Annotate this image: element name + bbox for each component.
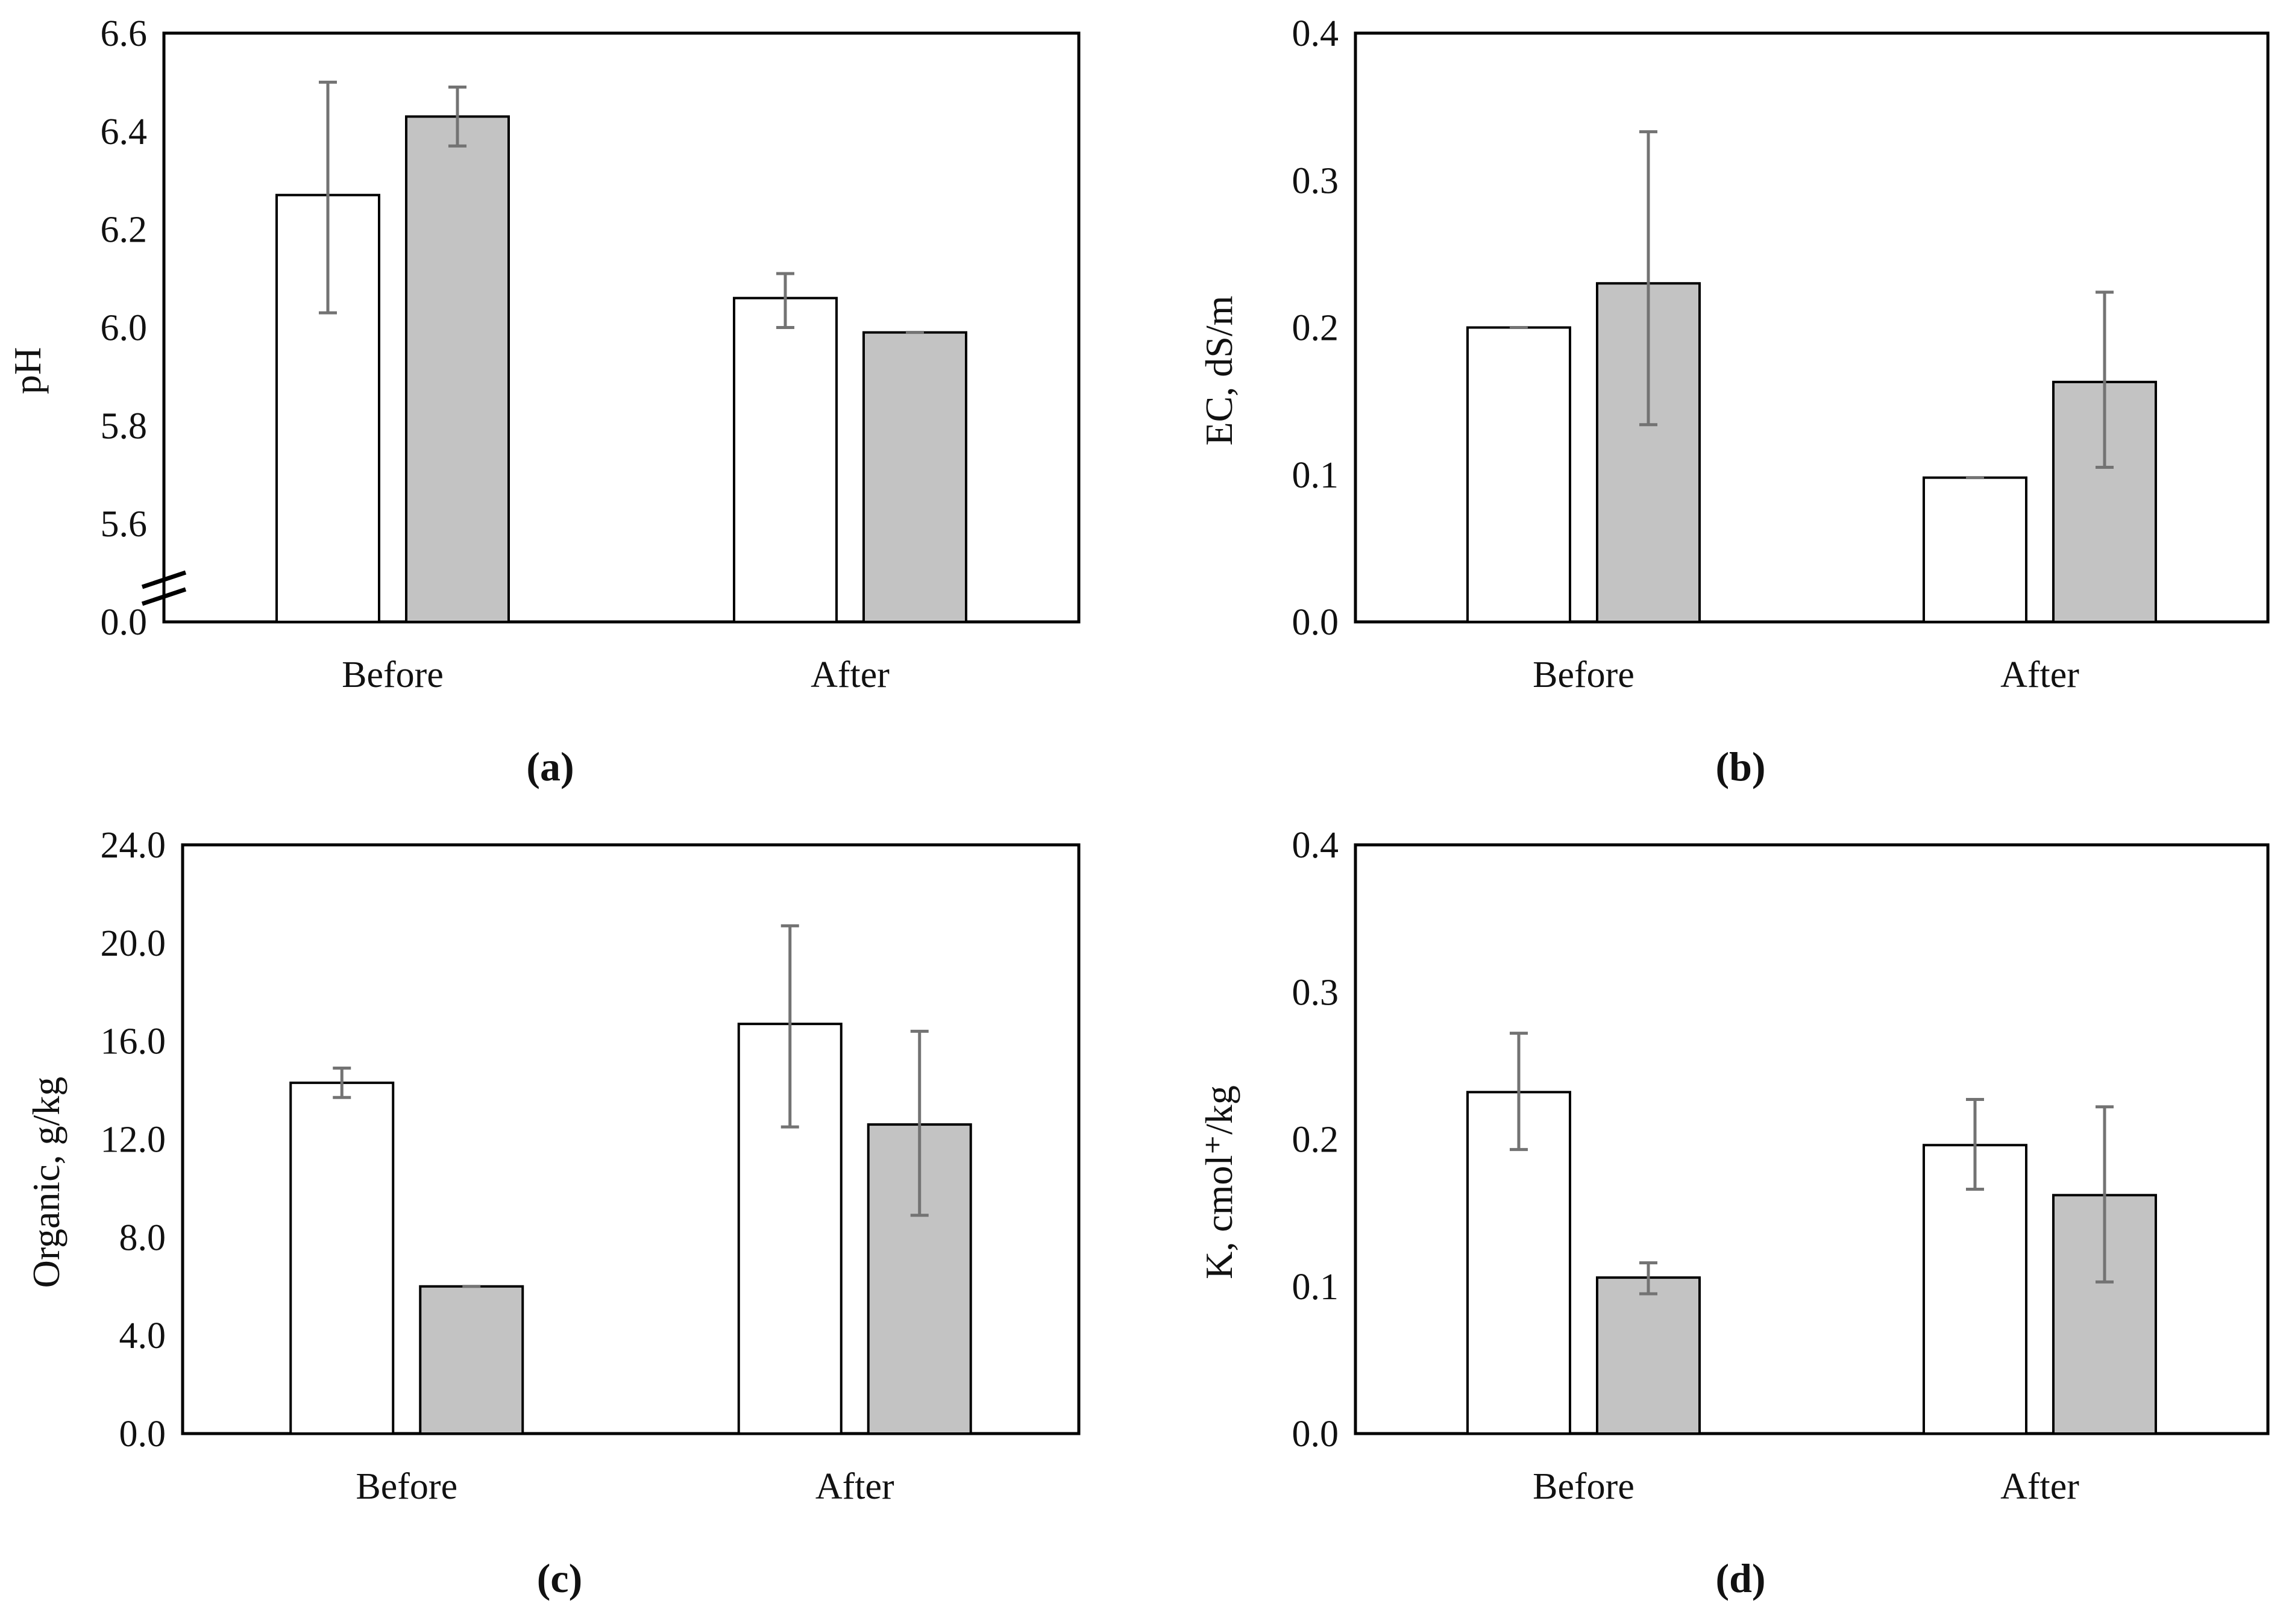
- error-bar-gray-after: [2096, 290, 2114, 469]
- panel-letter: (d): [1715, 1555, 1765, 1601]
- panel-b: 0.4 0.3 0.2 0.1 0.0 EC, dS/m Before After (b): [1144, 0, 2289, 812]
- panel-d: 0.4 0.3 0.2 0.1 0.0 K, cmol⁺/kg Before After (d): [1144, 812, 2289, 1624]
- bar-white-after: [733, 296, 838, 623]
- bar-gray-before: [419, 1285, 524, 1435]
- error-bar-gray-after: [910, 1029, 929, 1217]
- y-tick-label: 8.0: [119, 1217, 166, 1258]
- plot-border: [1354, 843, 2270, 1435]
- x-category-label-after: After: [2000, 654, 2079, 695]
- y-axis-title: K, cmol⁺/kg: [1198, 1085, 1240, 1279]
- y-tick-label: 6.2: [101, 210, 148, 251]
- panel-letter: (a): [526, 744, 574, 789]
- error-bar-gray-before: [1639, 130, 1657, 427]
- y-tick-label: 5.6: [101, 504, 148, 545]
- x-category-label-after: After: [2000, 1466, 2079, 1507]
- panel-letter: (b): [1715, 744, 1765, 789]
- y-tick-label: 0.4: [1292, 13, 1339, 54]
- y-tick-label: 0.0: [1292, 602, 1339, 643]
- bar-white-before: [1466, 326, 1571, 623]
- x-category-label-before: Before: [342, 654, 444, 695]
- bar-white-after: [1923, 476, 2027, 624]
- error-bar-gray-after: [2096, 1105, 2114, 1284]
- x-category-label-after: After: [811, 654, 890, 695]
- y-tick-label: 5.8: [101, 406, 148, 447]
- error-bar-white-after: [776, 272, 794, 329]
- plot-border: [1354, 31, 2270, 624]
- y-tick-label: 6.0: [101, 308, 148, 349]
- y-tick-label: 0.3: [1292, 160, 1339, 201]
- y-tick-label: 0.0: [101, 602, 148, 643]
- plot-border: [181, 843, 1081, 1435]
- error-bar-gray-before: [448, 86, 466, 148]
- y-tick-label: 6.6: [101, 13, 148, 54]
- x-category-label-before: Before: [1533, 654, 1634, 695]
- y-tick-label: 16.0: [101, 1021, 166, 1062]
- y-tick-label: 0.1: [1292, 455, 1339, 496]
- bar-white-after: [1923, 1144, 2027, 1435]
- plot-border: [162, 31, 1081, 624]
- bar-white-before: [289, 1081, 395, 1435]
- y-tick-label: 0.1: [1292, 1267, 1339, 1308]
- error-bar-white-before: [1510, 1032, 1528, 1152]
- panel-letter: (c): [537, 1555, 582, 1601]
- y-tick-label: 20.0: [101, 923, 166, 964]
- y-tick-label: 4.0: [119, 1315, 166, 1356]
- y-tick-label: 6.4: [101, 111, 148, 152]
- axis-break-mark: [141, 570, 187, 606]
- x-category-label-before: Before: [1533, 1466, 1634, 1507]
- panel-a: 6.6 6.4 6.2 6.0 5.8 5.6 0.0 pH Before After (a): [0, 0, 1144, 812]
- y-tick-label: 0.2: [1292, 308, 1339, 349]
- y-tick-label: 12.0: [101, 1120, 166, 1161]
- y-axis-title: pH: [6, 347, 49, 394]
- bar-gray-before: [405, 115, 510, 624]
- y-tick-label: 0.3: [1292, 972, 1339, 1013]
- chart-panel-a: 6.6 6.4 6.2 6.0 5.8 5.6 0.0 pH Before After (a): [6, 13, 1081, 789]
- error-bar-gray-before: [1639, 1261, 1657, 1296]
- error-bar-white-after: [1966, 1098, 1984, 1191]
- y-tick-label: 0.2: [1292, 1120, 1339, 1161]
- error-bar-white-before: [319, 80, 337, 315]
- y-axis-title: EC, dS/m: [1198, 296, 1240, 446]
- chart-panel-c: 24.0 20.0 16.0 12.0 8.0 4.0 0.0 Organic, g/kg Be…: [25, 825, 1081, 1601]
- bar-gray-before: [1596, 1276, 1701, 1435]
- error-bar-white-before: [333, 1066, 351, 1099]
- x-category-label-after: After: [815, 1466, 894, 1507]
- bar-gray-after: [862, 331, 967, 623]
- y-axis-title: Organic, g/kg: [25, 1077, 68, 1288]
- chart-panel-b: 0.4 0.3 0.2 0.1 0.0 EC, dS/m Before After (b): [1198, 13, 2270, 789]
- error-bar-white-after: [780, 924, 799, 1129]
- y-tick-label: 0.4: [1292, 825, 1339, 866]
- y-tick-label: 0.0: [119, 1414, 166, 1455]
- x-category-label-before: Before: [356, 1466, 457, 1507]
- panel-c: 24.0 20.0 16.0 12.0 8.0 4.0 0.0 Organic, g/kg Be…: [0, 812, 1144, 1624]
- y-tick-label: 24.0: [101, 825, 166, 866]
- y-tick-label: 0.0: [1292, 1414, 1339, 1455]
- chart-panel-d: 0.4 0.3 0.2 0.1 0.0 K, cmol⁺/kg Before After (d): [1198, 825, 2270, 1601]
